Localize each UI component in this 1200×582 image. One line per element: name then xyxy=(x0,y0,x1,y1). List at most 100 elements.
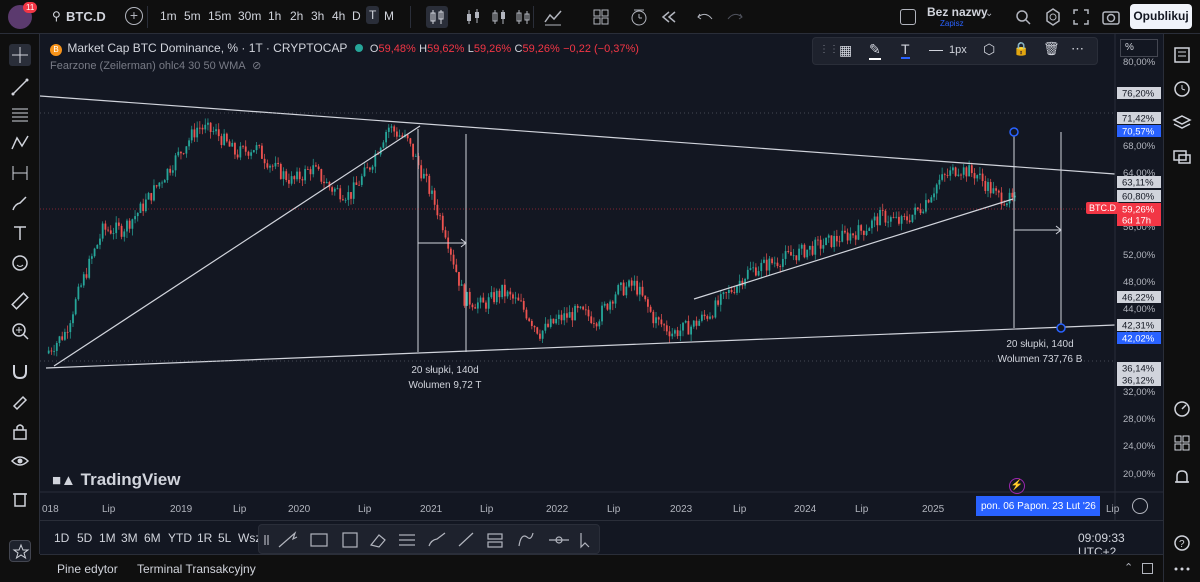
hollow-candles-icon[interactable] xyxy=(512,6,534,28)
alerts-clock-icon[interactable] xyxy=(1171,78,1193,100)
indicator-legend[interactable]: Fearzone (Zeilerman) ohlc4 30 50 WMA ⊘ xyxy=(50,59,261,72)
range-1d[interactable]: 1D xyxy=(54,531,70,545)
tab-trading-terminal[interactable]: Terminal Transakcyjny xyxy=(137,562,256,576)
more-dots-icon[interactable] xyxy=(1171,558,1193,580)
search-icon[interactable]: ⚲ xyxy=(52,9,61,23)
grid-apps-icon[interactable] xyxy=(1171,432,1193,454)
gauge-icon[interactable] xyxy=(1171,398,1193,420)
line-color-icon[interactable]: ✎ xyxy=(869,41,881,60)
publish-button[interactable]: Opublikuj xyxy=(1130,4,1192,29)
drag-handle-icon[interactable]: ⋮⋮ xyxy=(819,44,839,55)
line-width-icon[interactable] xyxy=(929,50,943,51)
layers-icon[interactable] xyxy=(1171,112,1193,134)
tab-pine-editor[interactable]: Pine edytor xyxy=(57,562,118,576)
chat-icon[interactable] xyxy=(1171,146,1193,168)
range-1m[interactable]: 1M xyxy=(99,531,116,545)
layout-grid-icon[interactable] xyxy=(590,6,612,28)
chevron-down-icon[interactable]: ⌄ xyxy=(985,8,994,19)
maximize-icon[interactable] xyxy=(1142,563,1153,574)
delete-icon[interactable]: 🗑 xyxy=(1043,41,1060,56)
timeframe-15m[interactable]: 15m xyxy=(208,9,232,23)
replay-icon[interactable] xyxy=(658,6,680,28)
timeframe-t[interactable]: T xyxy=(366,6,380,24)
timeframe-3h[interactable]: 3h xyxy=(311,9,325,23)
rising-trendline-left[interactable] xyxy=(53,125,421,367)
selected-range[interactable] xyxy=(976,496,1100,516)
line-width-label[interactable]: 1px xyxy=(949,44,967,56)
timeframe-30m[interactable]: 30m xyxy=(238,9,262,23)
candle-body xyxy=(161,182,163,184)
candle-body xyxy=(269,165,271,168)
timeframe-m[interactable]: M xyxy=(384,9,394,23)
timeframe-1m[interactable]: 1m xyxy=(160,9,177,23)
range-all[interactable]: Wsz xyxy=(238,531,262,545)
trend-line-icon[interactable] xyxy=(9,76,31,98)
axis-unit-badge[interactable]: % xyxy=(1120,39,1158,57)
alert-clock-icon[interactable] xyxy=(628,6,650,28)
symbol-name[interactable]: BTC.D xyxy=(66,9,106,24)
chart-settings-gear-icon[interactable] xyxy=(1132,498,1148,514)
bars-chart-icon[interactable] xyxy=(462,6,484,28)
avatar[interactable]: 11 xyxy=(8,2,38,29)
watchlist-icon[interactable] xyxy=(1171,44,1193,66)
chevron-up-icon[interactable]: ⌃ xyxy=(1124,562,1134,574)
fib-retracement-icon[interactable] xyxy=(9,104,31,126)
brush-icon[interactable] xyxy=(9,192,31,214)
camera-icon[interactable] xyxy=(1100,6,1122,28)
chart-pane[interactable]: 80,00% 68,00% 64,00% 56,00% 52,00% 48,00% 44,0… xyxy=(40,34,1163,520)
indicators-icon[interactable] xyxy=(542,6,564,28)
layout-name[interactable]: Bez nazwy xyxy=(927,5,988,19)
settings-gear-icon[interactable] xyxy=(1042,6,1064,28)
upper-trendline[interactable] xyxy=(40,95,1116,175)
lock-drawing-icon[interactable] xyxy=(9,390,31,412)
zoom-in-icon[interactable] xyxy=(9,320,31,342)
eye-icon[interactable] xyxy=(9,450,31,472)
lower-trendline[interactable] xyxy=(45,324,1116,369)
range-3m[interactable]: 3M xyxy=(121,531,138,545)
text-color-icon[interactable]: T xyxy=(901,41,910,59)
series-legend[interactable]: B Market Cap BTC Dominance, % · 1T · CRY… xyxy=(50,41,639,56)
timeframe-d[interactable]: D xyxy=(352,9,361,23)
anchor-handle[interactable] xyxy=(1056,323,1066,333)
emoji-icon[interactable] xyxy=(9,252,31,274)
long-position-icon[interactable] xyxy=(9,162,31,184)
pattern-icon[interactable] xyxy=(9,132,31,154)
range-ytd[interactable]: YTD xyxy=(168,531,192,545)
crosshair-icon[interactable] xyxy=(9,44,31,66)
more-icon[interactable]: ⋯ xyxy=(1071,41,1084,56)
timeframe-5m[interactable]: 5m xyxy=(184,9,201,23)
timeframe-4h[interactable]: 4h xyxy=(332,9,346,23)
layout-checkbox-icon[interactable] xyxy=(900,9,916,25)
lock-icon[interactable] xyxy=(9,420,31,442)
magnet-icon[interactable] xyxy=(9,360,31,382)
candles-chart-icon[interactable] xyxy=(426,6,448,28)
undo-icon[interactable] xyxy=(694,6,716,28)
time-axis[interactable]: 018 Lip 2019 Lip 2020 Lip 2021 Lip 2022 Lip 2023 Li… xyxy=(42,504,1120,515)
favorites-star-icon[interactable] xyxy=(9,540,31,562)
heikin-ashi-icon[interactable] xyxy=(488,6,510,28)
chart-canvas[interactable]: 80,00% 68,00% 64,00% 56,00% 52,00% 48,00% 44,0… xyxy=(40,34,1163,520)
timeframe-1h[interactable]: 1h xyxy=(268,9,282,23)
help-icon[interactable]: ? xyxy=(1171,532,1193,554)
hide-eye-icon[interactable]: ⊘ xyxy=(252,60,262,72)
text-tool-icon[interactable] xyxy=(9,222,31,244)
favorite-drawings-icons[interactable] xyxy=(259,525,601,555)
range-5l[interactable]: 5L xyxy=(218,531,232,545)
trash-icon[interactable] xyxy=(9,488,31,510)
redo-icon[interactable] xyxy=(724,6,746,28)
lock-icon[interactable]: 🔒 xyxy=(1013,41,1030,56)
timeframe-2h[interactable]: 2h xyxy=(290,9,304,23)
quick-search-icon[interactable] xyxy=(1012,6,1034,28)
anchor-handle[interactable] xyxy=(1009,127,1019,137)
fullscreen-icon[interactable] xyxy=(1070,6,1092,28)
templates-icon[interactable]: ▦ xyxy=(839,42,853,58)
range-5d[interactable]: 5D xyxy=(77,531,93,545)
ruler-icon[interactable] xyxy=(9,290,31,312)
range-6m[interactable]: 6M xyxy=(144,531,161,545)
rising-trendline-right[interactable] xyxy=(693,198,1014,300)
range-1r[interactable]: 1R xyxy=(197,531,213,545)
lightning-icon[interactable]: ⚡ xyxy=(1009,478,1025,494)
settings-icon[interactable]: ⬡ xyxy=(983,41,996,57)
notifications-bell-icon[interactable] xyxy=(1171,466,1193,488)
compare-add-icon[interactable]: + xyxy=(125,7,143,25)
